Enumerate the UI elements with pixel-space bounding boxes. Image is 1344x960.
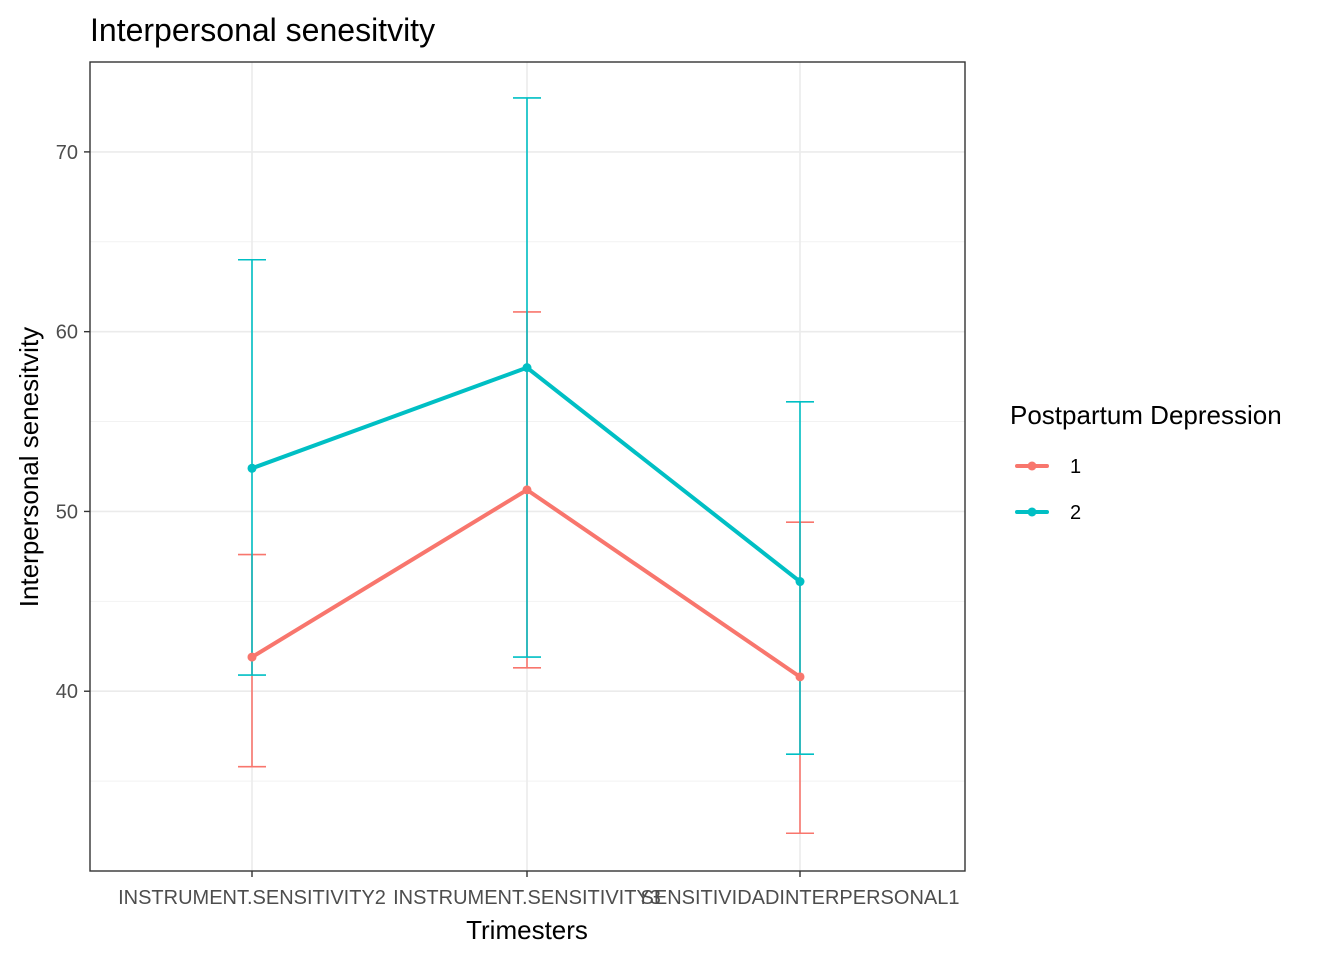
x-tick-label: SENSITIVIDADINTERPERSONAL1 xyxy=(641,887,960,909)
legend-key-point xyxy=(1027,461,1037,471)
y-tick-label: 70 xyxy=(56,142,78,164)
x-tick-label: INSTRUMENT.SENSITIVITY2 xyxy=(118,887,386,909)
y-tick-label: 40 xyxy=(56,681,78,703)
legend-item-1: 1 xyxy=(1015,456,1081,478)
x-axis-ticks: INSTRUMENT.SENSITIVITY2 INSTRUMENT.SENSIT… xyxy=(118,871,959,909)
y-tick-label: 60 xyxy=(56,322,78,344)
series-line-2 xyxy=(250,365,802,584)
x-axis-title: Trimesters xyxy=(466,915,588,945)
legend-item-2: 2 xyxy=(1015,502,1081,524)
data-point-series-1 xyxy=(522,485,532,495)
legend-key-point xyxy=(1027,507,1037,517)
series-points xyxy=(247,363,805,682)
data-point-series-1 xyxy=(795,672,805,682)
data-point-series-1 xyxy=(247,652,257,662)
legend-label: 1 xyxy=(1070,456,1081,478)
series-lines xyxy=(250,365,802,679)
x-tick-label: INSTRUMENT.SENSITIVITY3 xyxy=(393,887,661,909)
legend-label: 2 xyxy=(1070,502,1081,524)
y-axis-ticks: 40 50 60 70 xyxy=(56,142,90,703)
y-tick-label: 50 xyxy=(56,501,78,523)
data-point-series-2 xyxy=(247,463,257,473)
error-bar-series-2 xyxy=(513,97,541,658)
data-point-series-2 xyxy=(795,577,805,587)
legend: Postpartum Depression 1 2 xyxy=(1010,400,1282,524)
chart-title: Interpersonal senesitvity xyxy=(90,12,435,48)
legend-title: Postpartum Depression xyxy=(1010,400,1282,430)
y-axis-title: Interpersonal senesitvity xyxy=(14,327,44,607)
error-bars xyxy=(238,97,814,835)
data-point-series-2 xyxy=(522,363,532,373)
